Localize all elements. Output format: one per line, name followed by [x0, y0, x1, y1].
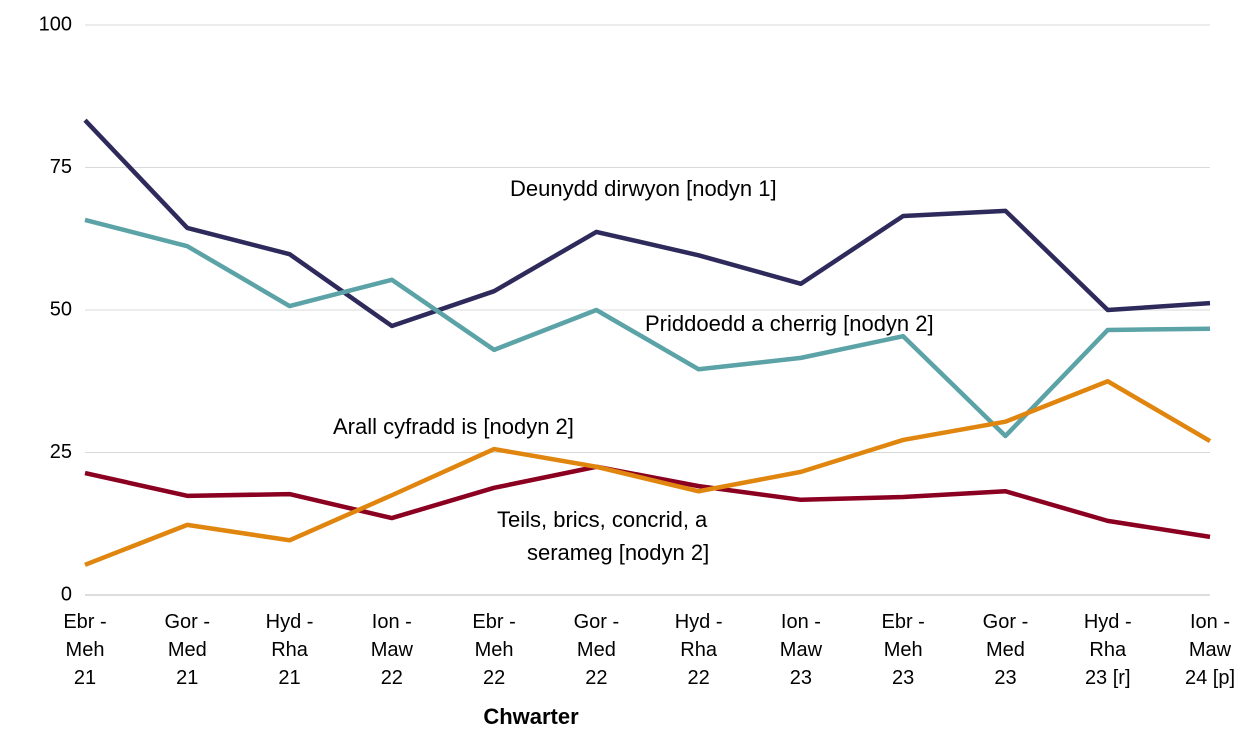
y-tick-label: 50 — [50, 298, 72, 320]
x-tick-label: 22 — [688, 667, 710, 689]
x-tick-label: 22 — [585, 667, 607, 689]
x-tick-label: Med — [986, 639, 1025, 661]
x-tick-label: 22 — [381, 667, 403, 689]
x-tick-label: 21 — [176, 667, 198, 689]
series-line — [84, 464, 1211, 540]
annotation: serameg [nodyn 2] — [527, 540, 709, 565]
x-tick-label: Gor - — [164, 611, 210, 633]
annotation: Deunydd dirwyon [nodyn 1] — [510, 176, 777, 201]
x-tick-label: Ebr - — [63, 611, 106, 633]
x-tick-label: Med — [168, 639, 207, 661]
annotation: Priddoedd a cherrig [nodyn 2] — [645, 311, 934, 336]
x-tick-label: Rha — [680, 639, 718, 661]
x-tick-label: 23 — [994, 667, 1016, 689]
series-line — [84, 217, 1211, 439]
x-tick-label: Rha — [271, 639, 309, 661]
x-tick-label: Maw — [371, 639, 414, 661]
x-tick-label: Maw — [780, 639, 823, 661]
x-tick-label: Meh — [475, 639, 514, 661]
series-line — [84, 379, 1212, 567]
x-tick-label: Ion - — [1190, 611, 1230, 633]
annotation: Arall cyfradd is [nodyn 2] — [333, 414, 574, 439]
x-tick-label: Ion - — [372, 611, 412, 633]
x-tick-label: Gor - — [983, 611, 1029, 633]
x-tick-label: 21 — [74, 667, 96, 689]
x-tick-label: 23 — [892, 667, 914, 689]
y-tick-label: 0 — [61, 583, 72, 605]
x-tick-label: 23 — [790, 667, 812, 689]
x-tick-label: Hyd - — [1084, 611, 1132, 633]
x-tick-label: Med — [577, 639, 616, 661]
x-tick-label: 23 [r] — [1085, 667, 1131, 689]
series-line — [83, 118, 1211, 329]
x-tick-label: Hyd - — [675, 611, 723, 633]
x-tick-label: Meh — [66, 639, 105, 661]
x-tick-label: 22 — [483, 667, 505, 689]
y-tick-label: 100 — [39, 13, 72, 35]
x-tick-label: Rha — [1089, 639, 1127, 661]
y-tick-label: 25 — [50, 441, 72, 463]
x-tick-label: Hyd - — [266, 611, 314, 633]
y-tick-label: 75 — [50, 156, 72, 178]
x-axis-label: Chwarter — [483, 704, 579, 729]
x-tick-label: 21 — [278, 667, 300, 689]
annotation: Teils, brics, concrid, a — [497, 507, 708, 532]
x-tick-label: Meh — [884, 639, 923, 661]
x-tick-label: Ebr - — [882, 611, 925, 633]
x-tick-label: Ion - — [781, 611, 821, 633]
x-tick-label: 24 [p] — [1185, 667, 1235, 689]
x-tick-label: Gor - — [574, 611, 620, 633]
x-tick-label: Maw — [1189, 639, 1232, 661]
x-tick-label: Ebr - — [472, 611, 515, 633]
